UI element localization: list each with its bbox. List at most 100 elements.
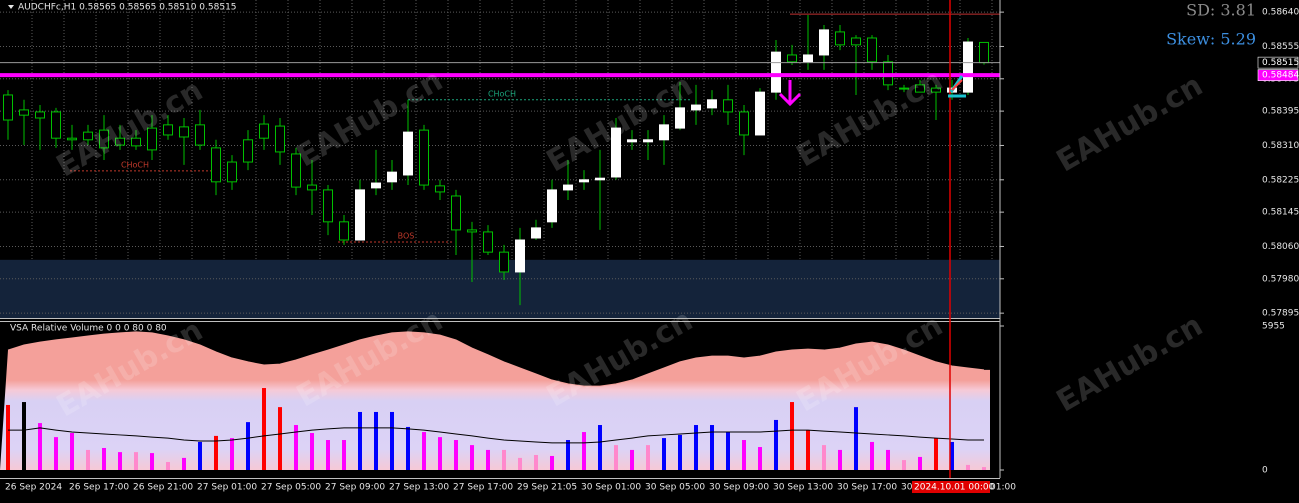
- candle-body: [291, 153, 301, 188]
- y-tick-label: 0.58225: [1262, 175, 1299, 185]
- candle-body: [307, 184, 317, 191]
- candle-body: [931, 87, 941, 93]
- volume-bar: [854, 407, 858, 470]
- volume-bar: [38, 423, 42, 470]
- structure-label: BOS: [398, 232, 415, 241]
- y-tick-label: 0.57980: [1262, 274, 1299, 284]
- volume-bar: [726, 432, 730, 470]
- volume-bar: [518, 457, 522, 470]
- volume-bar: [390, 411, 394, 470]
- volume-bar: [678, 434, 682, 470]
- volume-bar: [614, 445, 618, 470]
- volume-bar: [870, 441, 874, 470]
- volume-bar: [934, 438, 938, 470]
- y-tick-label: 0.58395: [1262, 107, 1299, 117]
- candle-body: [19, 109, 29, 116]
- volume-bar: [582, 432, 586, 470]
- volume-bar: [918, 456, 922, 470]
- volume-bar: [806, 430, 810, 470]
- structure-label: CHoCH: [488, 89, 516, 98]
- volume-bar: [150, 453, 154, 470]
- candle-body: [435, 185, 445, 193]
- candle-body: [51, 111, 61, 139]
- candle-body: [531, 227, 541, 239]
- candle-body: [771, 51, 781, 93]
- x-tick-label: 27 Sep 13:00: [389, 483, 449, 493]
- volume-bar: [486, 449, 490, 470]
- candle-body: [83, 131, 93, 141]
- volume-bar: [214, 435, 218, 470]
- candle-body: [131, 137, 141, 147]
- price-tag-label: 0.58515: [1262, 58, 1299, 68]
- volume-bar: [54, 437, 58, 470]
- x-tick-label: 30: [901, 483, 913, 493]
- x-tick-label: 27 Sep 05:00: [261, 483, 321, 493]
- candle-body: [451, 195, 461, 231]
- volume-bar: [470, 445, 474, 470]
- y-tick-label: 0.58310: [1262, 141, 1299, 151]
- candle-body: [339, 221, 349, 241]
- volume-bar: [342, 440, 346, 470]
- price-tag-box: [1257, 56, 1299, 69]
- candle-body: [595, 177, 605, 181]
- indicator-title: VSA Relative Volume 0 0 0 80 0 80: [10, 324, 167, 334]
- x-tick-label: 27 Sep 01:00: [197, 483, 257, 493]
- volume-bar: [838, 449, 842, 470]
- candle-body: [755, 91, 765, 136]
- candle-body: [355, 189, 365, 241]
- x-tick-label: 26 Sep 2024: [5, 483, 62, 493]
- candle-body: [3, 94, 13, 121]
- symbol-info: AUDCHFc,H1 0.58565 0.58565 0.58510 0.585…: [18, 3, 237, 13]
- volume-bar: [630, 449, 634, 470]
- candle-body: [979, 41, 989, 64]
- volume-bar: [774, 419, 778, 470]
- candle-body: [163, 124, 173, 136]
- x-tick-label: 29 Sep 21:05: [517, 483, 577, 493]
- volume-bar: [406, 426, 410, 470]
- volume-bar: [294, 425, 298, 470]
- y-tick-label: 0.58060: [1262, 242, 1299, 252]
- volume-bar: [246, 422, 250, 470]
- volume-bar: [822, 445, 826, 470]
- candle-body: [579, 179, 589, 183]
- price-tag-box: [1257, 69, 1299, 81]
- y-tick-label: 0: [1262, 466, 1268, 476]
- candle-body: [211, 147, 221, 183]
- volume-bar: [742, 440, 746, 470]
- volume-bar: [422, 432, 426, 470]
- volume-bar: [262, 388, 266, 470]
- candle-body: [643, 139, 653, 143]
- volume-bar: [598, 425, 602, 470]
- candle-body: [259, 123, 269, 139]
- x-tick-label: 27 Sep 17:00: [453, 483, 513, 493]
- y-tick-label: 5955: [1262, 322, 1285, 332]
- y-tick-label: 0.58640: [1262, 8, 1299, 18]
- y-tick-label: 0.58555: [1262, 42, 1299, 52]
- volume-bar: [278, 407, 282, 470]
- volume-bar: [70, 433, 74, 470]
- x-tick-label: 26 Sep 21:00: [133, 483, 193, 493]
- volume-bar: [902, 460, 906, 470]
- x-tick-label: 30 Sep 01:00: [581, 483, 641, 493]
- candle-body: [275, 125, 285, 153]
- candle-body: [227, 161, 237, 183]
- candle-body: [707, 99, 717, 109]
- volume-bar: [886, 449, 890, 470]
- volume-bar: [310, 433, 314, 470]
- y-tick-label: 0.58145: [1262, 208, 1299, 218]
- candle-body: [867, 37, 877, 63]
- menu-triangle[interactable]: [8, 5, 14, 9]
- volume-bar: [550, 455, 554, 470]
- volume-bar: [790, 402, 794, 470]
- candle-body: [899, 87, 909, 90]
- volume-bar: [982, 467, 986, 470]
- vsa-average: [8, 427, 984, 444]
- candle-body: [675, 107, 685, 129]
- volume-bar: [134, 452, 138, 470]
- candle-body: [35, 111, 45, 119]
- volume-bar: [102, 447, 106, 470]
- volume-bar: [950, 441, 954, 470]
- structure-label: CHoCH: [121, 160, 149, 169]
